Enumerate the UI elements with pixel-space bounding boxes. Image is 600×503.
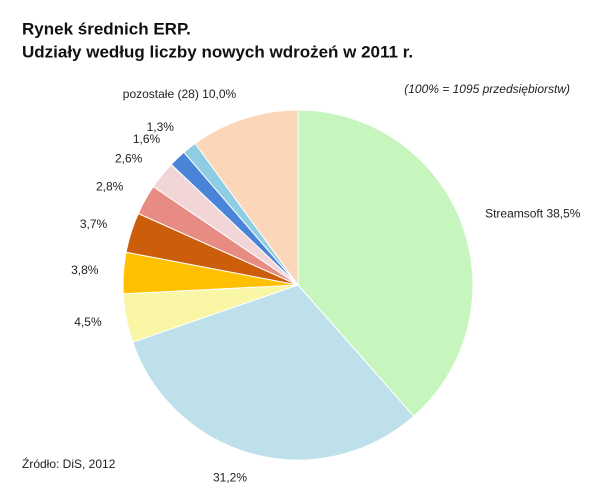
value-label: 4,5% [74, 315, 102, 329]
value-label: 3,7% [80, 217, 108, 231]
slice-label: Streamsoft 38,5% [485, 206, 581, 220]
slice-label: 1,3% [147, 120, 175, 134]
category-label: pozostałe (28) [123, 87, 199, 101]
pie-slice [194, 109, 299, 287]
slice-label: pozostałe (28) 10,0% [123, 87, 237, 101]
value-label: 31,2% [213, 471, 247, 485]
value-label: 10,0% [202, 87, 236, 101]
slice-label: 3,8% [71, 263, 99, 277]
value-label: 3,8% [71, 263, 99, 277]
slice-label: 2,6% [115, 152, 143, 166]
chart-subtitle: Udziały według liczby nowych wdrożeń w 2… [22, 42, 413, 61]
value-label: 38,5% [546, 206, 580, 220]
value-label: 2,6% [115, 152, 143, 166]
slice-label: 1,6% [133, 132, 161, 146]
value-label: 2,8% [96, 180, 124, 194]
value-label: 1,3% [147, 120, 175, 134]
chart-title: Rynek średnich ERP. [22, 19, 191, 38]
slice-label: 4,5% [74, 315, 102, 329]
source: Źródło: DiS, 2012 [22, 456, 116, 471]
slice-label: 3,7% [80, 217, 108, 231]
pie-slice [297, 109, 474, 417]
slice-label: 2,8% [96, 180, 124, 194]
category-label: Streamsoft [485, 206, 544, 220]
value-label: 1,6% [133, 132, 161, 146]
slice-label: 31,2% [213, 471, 247, 485]
note: (100% = 1095 przedsiębiorstw) [404, 82, 570, 96]
pie-slice [131, 284, 415, 461]
